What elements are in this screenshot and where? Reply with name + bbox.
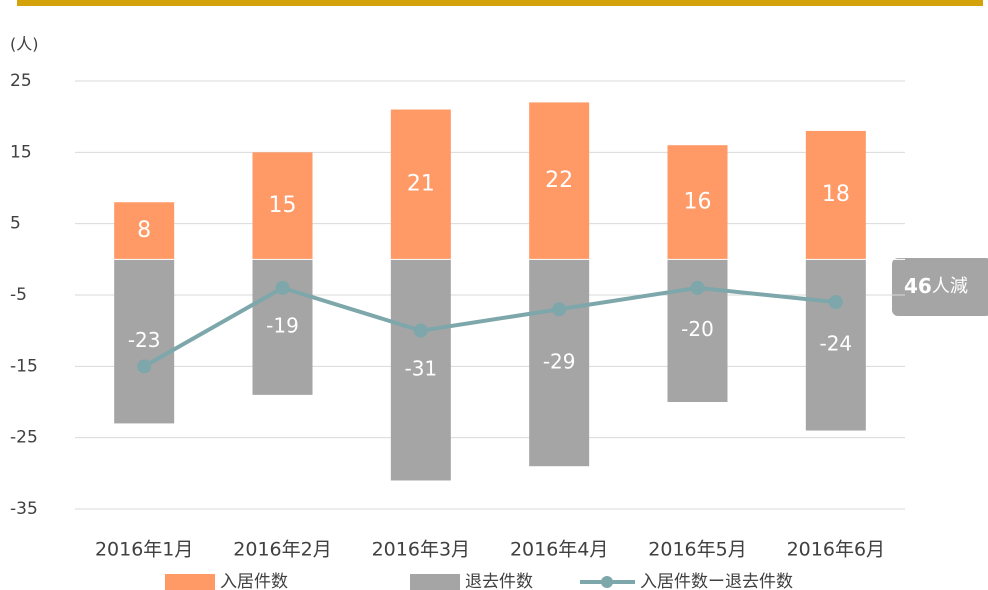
data-label: -23 [128, 328, 161, 352]
data-label: -31 [404, 356, 437, 380]
data-label: 22 [545, 168, 573, 193]
data-label: 16 [684, 189, 712, 214]
line [143, 285, 837, 369]
x-tick-label: 2016年4月 [510, 539, 608, 561]
annotation-unit: 人減 [932, 276, 968, 297]
bar [667, 145, 728, 260]
annotation-number: 46 [904, 274, 932, 298]
data-label: -19 [266, 314, 299, 338]
legend-label: 入居件数ー退去件数 [640, 572, 793, 590]
x-tick-label: 2016年6月 [787, 539, 885, 561]
y-tick-label: -5 [10, 285, 27, 305]
bar [390, 259, 451, 481]
line-point [690, 280, 705, 295]
legend-label: 入居件数 [220, 572, 288, 590]
data-label: 8 [137, 218, 151, 243]
data-label: -24 [819, 331, 852, 355]
bar [805, 130, 866, 260]
data-label: 18 [822, 182, 850, 207]
bar [529, 102, 590, 260]
line-point [275, 280, 290, 295]
y-tick-label: -35 [10, 499, 38, 519]
y-tick-label: -15 [10, 356, 38, 376]
data-label: 21 [407, 171, 435, 196]
header-bar [17, 0, 983, 6]
annotation: 46人減 [892, 258, 988, 316]
x-tick-label: 2016年5月 [648, 539, 746, 561]
line-point [828, 295, 843, 310]
x-tick-label: 2016年3月 [372, 539, 470, 561]
bar [252, 152, 313, 260]
bar [114, 259, 175, 424]
annotation-box [892, 258, 988, 316]
data-label: 15 [269, 193, 297, 218]
bar [805, 259, 866, 431]
line-point [552, 302, 567, 317]
bar [529, 259, 590, 467]
y-tick-label: 5 [10, 214, 21, 234]
y-axis-label: (人) [10, 35, 39, 54]
y-tick-label: 15 [10, 142, 32, 162]
legend-swatch [165, 574, 215, 590]
legend-label: 退去件数 [465, 572, 533, 590]
legend-swatch-point [601, 576, 613, 588]
y-tick-label: 25 [10, 71, 32, 91]
line-point [413, 323, 428, 338]
x-tick-label: 2016年2月 [233, 539, 331, 561]
bar [114, 202, 175, 260]
y-tick-label: -25 [10, 428, 38, 448]
annotation-text: 46人減 [904, 274, 968, 298]
x-tick-label: 2016年1月 [95, 539, 193, 561]
data-label: -20 [681, 317, 714, 341]
data-label: -29 [543, 349, 576, 373]
line-point [137, 359, 152, 374]
legend-swatch [410, 574, 460, 590]
bar [390, 109, 451, 260]
